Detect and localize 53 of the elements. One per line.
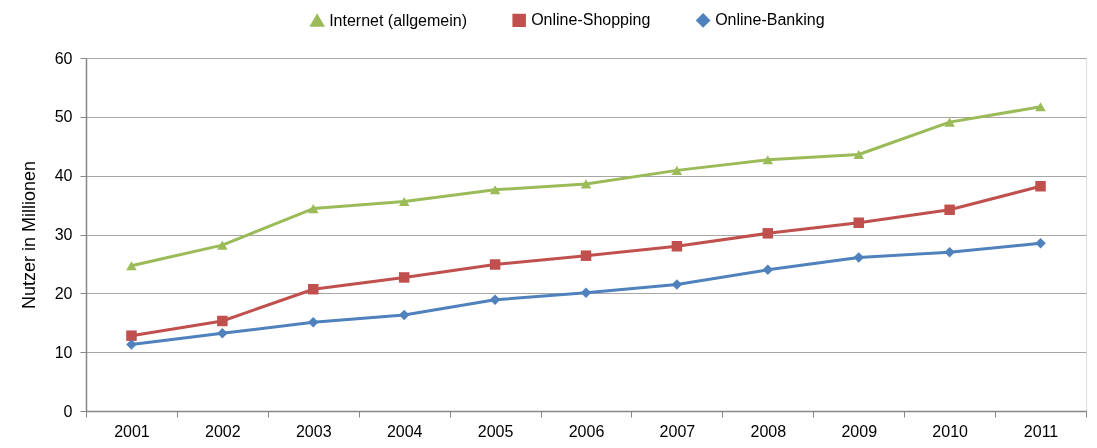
legend-label: Online-Banking	[715, 11, 825, 29]
x-tick-label: 2003	[295, 422, 332, 440]
legend-label: Online-Shopping	[531, 11, 651, 29]
y-axis-title: Nutzer in Millionen	[18, 160, 39, 310]
point	[671, 165, 683, 175]
y-tick-label: 10	[54, 343, 73, 361]
point	[853, 217, 864, 228]
x-tick-label: 2001	[114, 422, 150, 440]
point	[398, 197, 410, 207]
point	[580, 250, 592, 261]
x-tick-label: 2009	[841, 422, 878, 440]
point	[580, 179, 592, 189]
point	[1035, 238, 1046, 249]
point	[308, 316, 319, 328]
point	[489, 185, 501, 195]
point	[126, 339, 137, 350]
point	[308, 204, 319, 214]
x-tick-label: 2002	[205, 422, 241, 440]
x-tick-label: 2011	[1023, 422, 1059, 440]
point	[944, 246, 955, 258]
x-tick-label: 2010	[932, 422, 969, 440]
point	[853, 149, 864, 160]
x-tick-label: 2005	[477, 422, 514, 440]
point	[398, 272, 410, 283]
point	[217, 315, 228, 327]
point	[1035, 181, 1046, 192]
y-tick-label: 50	[54, 108, 73, 126]
y-tick-label: 0	[63, 402, 73, 420]
x-tick-label: 2004	[386, 422, 423, 440]
y-tick-label: 60	[54, 49, 73, 67]
point	[944, 117, 955, 127]
point	[126, 261, 137, 271]
point	[308, 283, 319, 295]
point	[853, 252, 864, 263]
x-tick-label: 2006	[568, 422, 605, 440]
point	[489, 259, 501, 270]
y-tick-label: 20	[54, 284, 73, 302]
point	[580, 287, 592, 298]
point	[671, 279, 683, 290]
point	[126, 330, 137, 341]
point	[217, 328, 228, 339]
point	[762, 155, 774, 165]
point	[762, 228, 774, 239]
y-tick-label: 40	[54, 167, 73, 185]
x-tick-label: 2007	[659, 422, 696, 440]
y-tick-label: 30	[54, 226, 73, 243]
x-tick-label: 2008	[750, 422, 787, 440]
point	[671, 241, 683, 252]
legend-label: Internet (allgemein)	[329, 11, 467, 29]
point	[762, 264, 774, 276]
point	[944, 204, 955, 216]
point	[217, 240, 228, 250]
point	[1035, 102, 1046, 112]
